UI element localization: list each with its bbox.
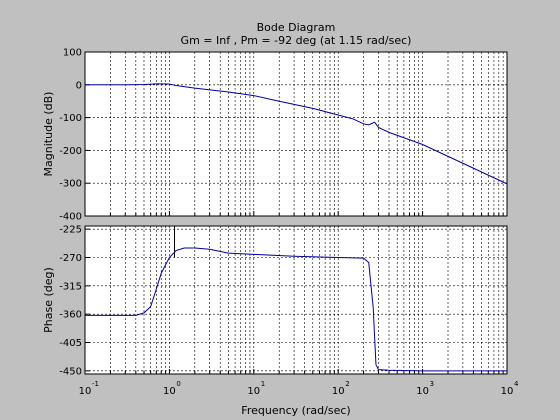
x-tick-exponent: -1 [92, 380, 99, 388]
x-tick-label: 10 [79, 386, 92, 397]
y-tick-label: 100 [63, 48, 82, 59]
chart-subtitle: Gm = Inf , Pm = -92 deg (at 1.15 rad/sec… [181, 34, 412, 47]
frequency-xlabel: Frequency (rad/sec) [241, 404, 350, 417]
x-tick-label: 10 [332, 386, 345, 397]
magnitude-y-ticks: 100 0 -100 -200 -300 -400 [59, 48, 82, 223]
y-tick-label: -100 [59, 113, 82, 124]
magnitude-ylabel: Magnitude (dB) [42, 92, 55, 177]
x-tick-exponent: 3 [430, 380, 434, 388]
x-tick-exponent: 0 [176, 380, 180, 388]
magnitude-frame [84, 51, 508, 217]
x-tick-exponent: 1 [261, 380, 265, 388]
x-tick-exponent: 2 [345, 380, 349, 388]
phase-panel: -225 -270 -315 -360 -405 -450 [59, 225, 508, 378]
phase-series-line [85, 247, 507, 372]
x-tick-label: 10 [247, 386, 260, 397]
x-tick-label: 10 [501, 386, 514, 397]
phase-ylabel: Phase (deg) [42, 267, 55, 333]
magnitude-series-line [85, 83, 508, 185]
phase-plot-area [84, 225, 508, 375]
phase-y-ticks: -225 -270 -315 -360 -405 -450 [59, 225, 82, 378]
x-tick-label: 10 [416, 386, 429, 397]
y-tick-label: -450 [59, 366, 82, 377]
chart-title: Bode Diagram [257, 21, 336, 34]
magnitude-plot-area [84, 51, 508, 217]
phase-grid [84, 226, 507, 374]
y-tick-label: -405 [59, 338, 82, 349]
y-tick-label: -300 [59, 179, 82, 190]
magnitude-panel: 100 0 -100 -200 -300 -400 [59, 48, 508, 223]
y-tick-label: 0 [76, 80, 82, 91]
y-tick-label: -225 [59, 225, 82, 236]
x-tick-label: 10 [163, 386, 176, 397]
phase-frame [84, 225, 508, 375]
y-tick-label: -315 [59, 281, 82, 292]
y-tick-label: -270 [59, 253, 82, 264]
x-tick-exponent: 4 [514, 380, 519, 388]
magnitude-grid [84, 51, 507, 217]
y-tick-label: -360 [59, 310, 82, 321]
y-tick-label: -400 [59, 212, 82, 223]
y-tick-label: -200 [59, 146, 82, 157]
